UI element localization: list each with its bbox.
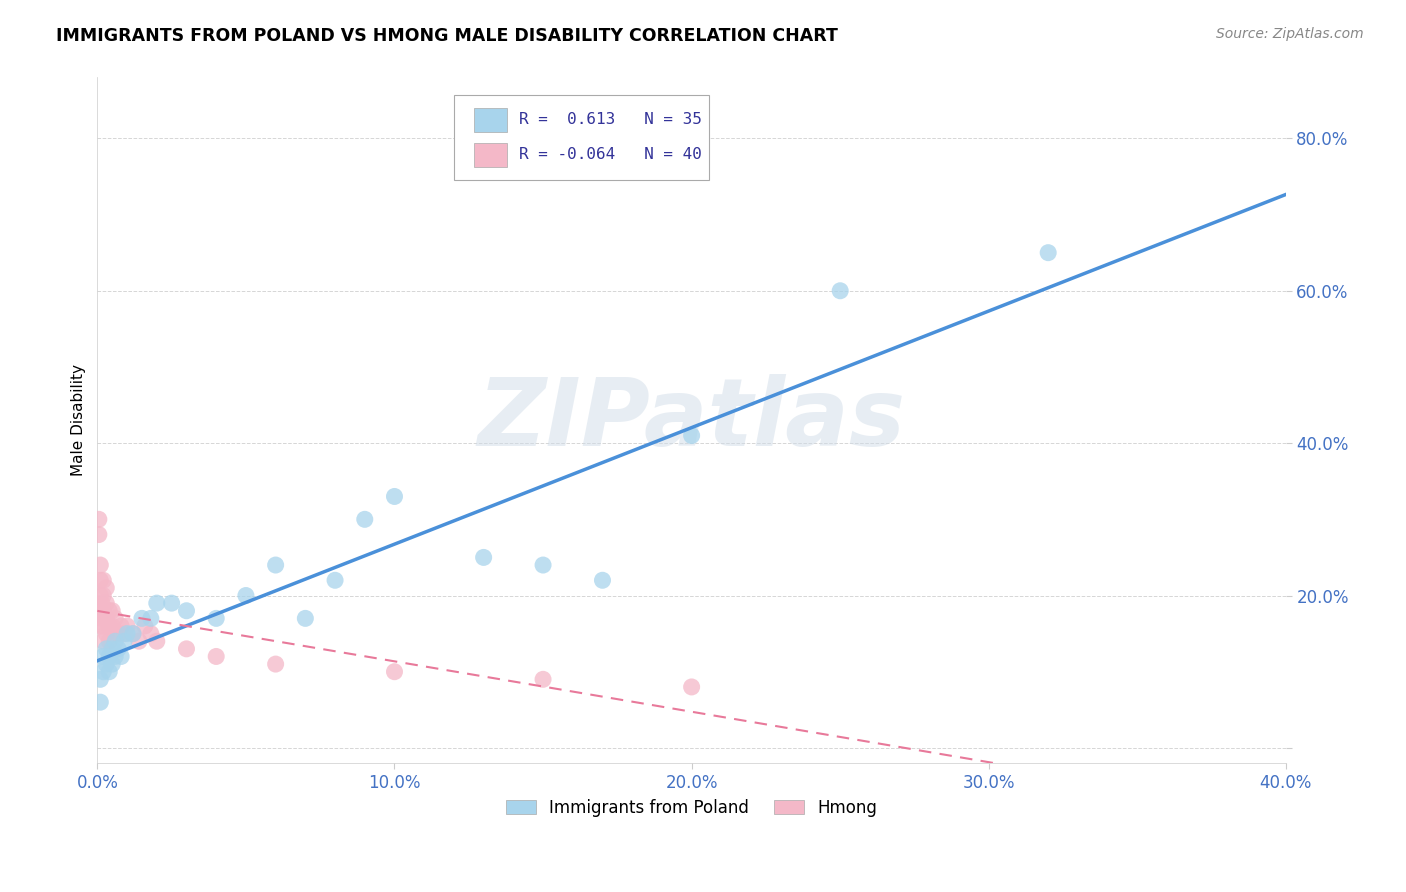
- Bar: [474, 143, 508, 168]
- Point: [294, 611, 316, 625]
- Point: [101, 619, 124, 633]
- Point: [176, 604, 198, 618]
- Point: [592, 574, 614, 588]
- Point: [89, 589, 111, 603]
- Point: [134, 619, 156, 633]
- Point: [353, 512, 375, 526]
- Text: Source: ZipAtlas.com: Source: ZipAtlas.com: [1216, 27, 1364, 41]
- Point: [90, 611, 112, 625]
- Point: [90, 596, 112, 610]
- Point: [101, 657, 124, 671]
- Point: [101, 641, 124, 656]
- Point: [139, 611, 162, 625]
- Point: [681, 428, 703, 442]
- Point: [91, 634, 114, 648]
- Point: [107, 641, 129, 656]
- Text: IMMIGRANTS FROM POLAND VS HMONG MALE DISABILITY CORRELATION CHART: IMMIGRANTS FROM POLAND VS HMONG MALE DIS…: [56, 27, 838, 45]
- Point: [128, 634, 150, 648]
- Point: [115, 626, 138, 640]
- Point: [681, 680, 703, 694]
- Point: [110, 619, 132, 633]
- Point: [139, 626, 162, 640]
- Point: [96, 581, 118, 595]
- Legend: Immigrants from Poland, Hmong: Immigrants from Poland, Hmong: [499, 792, 884, 823]
- Point: [107, 626, 129, 640]
- Text: R = -0.064   N = 40: R = -0.064 N = 40: [519, 147, 702, 162]
- Point: [91, 649, 114, 664]
- Point: [323, 574, 346, 588]
- Point: [384, 665, 406, 679]
- Point: [131, 611, 153, 625]
- Point: [104, 634, 127, 648]
- Point: [531, 673, 554, 687]
- Point: [98, 604, 121, 618]
- Point: [91, 574, 114, 588]
- Text: ZIPatlas: ZIPatlas: [478, 375, 905, 467]
- Point: [146, 634, 169, 648]
- Point: [96, 626, 118, 640]
- Point: [110, 649, 132, 664]
- Point: [104, 626, 127, 640]
- Point: [98, 649, 121, 664]
- Point: [104, 611, 127, 625]
- Point: [98, 634, 121, 648]
- Point: [472, 550, 495, 565]
- Y-axis label: Male Disability: Male Disability: [72, 364, 86, 476]
- Text: R =  0.613   N = 35: R = 0.613 N = 35: [519, 112, 702, 128]
- Point: [91, 604, 114, 618]
- Point: [89, 604, 111, 618]
- Point: [91, 619, 114, 633]
- Point: [89, 574, 111, 588]
- Bar: [474, 108, 508, 132]
- Point: [104, 649, 127, 664]
- Point: [98, 665, 121, 679]
- Point: [146, 596, 169, 610]
- Point: [160, 596, 183, 610]
- Point: [96, 641, 118, 656]
- Point: [101, 604, 124, 618]
- Point: [205, 649, 228, 664]
- Point: [115, 619, 138, 633]
- Point: [96, 611, 118, 625]
- Point: [1038, 245, 1060, 260]
- Point: [87, 512, 110, 526]
- Point: [830, 284, 852, 298]
- Point: [264, 657, 287, 671]
- Point: [531, 558, 554, 572]
- Point: [176, 641, 198, 656]
- Point: [384, 490, 406, 504]
- Point: [264, 558, 287, 572]
- Point: [96, 596, 118, 610]
- Point: [87, 527, 110, 541]
- Point: [91, 665, 114, 679]
- Point: [91, 589, 114, 603]
- Point: [205, 611, 228, 625]
- Point: [235, 589, 257, 603]
- Point: [89, 673, 111, 687]
- Point: [89, 695, 111, 709]
- FancyBboxPatch shape: [454, 95, 710, 180]
- Point: [89, 558, 111, 572]
- Point: [122, 626, 145, 640]
- Point: [122, 626, 145, 640]
- Point: [112, 626, 135, 640]
- Point: [96, 657, 118, 671]
- Point: [112, 634, 135, 648]
- Point: [98, 619, 121, 633]
- Point: [89, 619, 111, 633]
